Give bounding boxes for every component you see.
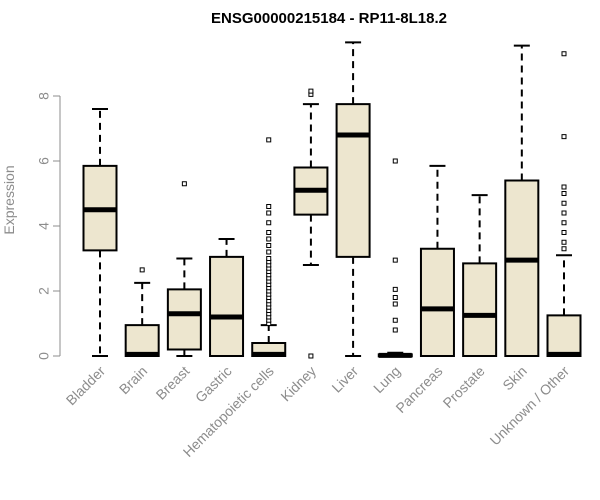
x-tick-label: Unknown / Other: [487, 363, 573, 449]
outlier-point: [561, 230, 567, 235]
outlier-point: [308, 353, 314, 359]
outlier-point: [392, 286, 398, 292]
outlier-point: [392, 257, 398, 263]
outlier-point: [561, 210, 567, 216]
outlier-point: [561, 191, 567, 196]
x-tick-label: Brain: [116, 363, 150, 397]
x-tick-label: Breast: [153, 363, 193, 403]
chart-title: ENSG00000215184 - RP11-8L18.2: [211, 10, 447, 27]
x-tick-label: Pancreas: [392, 363, 445, 416]
box-breast: [166, 181, 202, 357]
x-tick-label: Kidney: [277, 363, 319, 405]
x-tick-label: Skin: [499, 363, 530, 394]
outlier-point: [392, 295, 398, 300]
y-tick-label: 0: [36, 352, 52, 360]
iqr-box: [166, 288, 202, 351]
outlier-point: [561, 134, 567, 140]
outlier-point: [266, 230, 272, 235]
y-axis: 0 2 4 6 8: [36, 92, 61, 360]
outlier-point: [266, 243, 272, 248]
x-tick-label: Lung: [370, 363, 403, 396]
box-skin: [504, 44, 540, 357]
outlier-point: [181, 181, 187, 187]
iqr-box: [546, 314, 582, 357]
outlier-point: [561, 184, 567, 190]
outlier-point: [266, 204, 272, 209]
outlier-point: [266, 137, 272, 143]
outlier-point: [266, 220, 272, 226]
iqr-box: [419, 247, 455, 357]
outlier-point: [392, 158, 398, 164]
outlier-point: [139, 267, 145, 273]
box-pancreas: [419, 164, 455, 357]
outlier-point: [308, 88, 314, 94]
iqr-box: [504, 179, 540, 357]
outlier-point: [266, 236, 272, 242]
boxes-group: [82, 41, 582, 359]
y-axis-label: Expression: [1, 165, 17, 234]
x-tick-label: Prostate: [440, 363, 488, 411]
y-tick-label: 2: [36, 287, 52, 295]
iqr-box: [462, 262, 498, 357]
box-liver: [335, 41, 371, 357]
outlier-point: [561, 239, 567, 245]
outlier-point: [561, 246, 567, 252]
box-kidney: [293, 88, 329, 359]
box-unknown-other: [546, 51, 582, 357]
y-tick-label: 8: [36, 92, 52, 100]
outlier-point: [392, 327, 398, 333]
box-hematopoietic-cells: [251, 137, 287, 357]
y-tick-label: 6: [36, 157, 52, 165]
outlier-point: [266, 210, 272, 216]
box-brain: [124, 267, 160, 357]
box-bladder: [82, 108, 118, 357]
outlier-point: [561, 51, 567, 57]
x-tick-label: Bladder: [63, 363, 109, 409]
box-prostate: [462, 194, 498, 357]
iqr-box: [335, 103, 371, 258]
x-tick-label: Liver: [328, 363, 361, 396]
outlier-point: [266, 256, 272, 261]
outlier-point: [561, 220, 567, 226]
box-lung: [377, 158, 413, 358]
outlier-point: [266, 249, 272, 255]
outlier-point: [392, 317, 398, 323]
iqr-box: [124, 324, 160, 357]
outlier-point: [561, 200, 567, 206]
outlier-point: [392, 301, 398, 307]
y-tick-label: 4: [36, 222, 52, 230]
box-gastric: [209, 238, 245, 357]
iqr-box: [209, 255, 245, 357]
